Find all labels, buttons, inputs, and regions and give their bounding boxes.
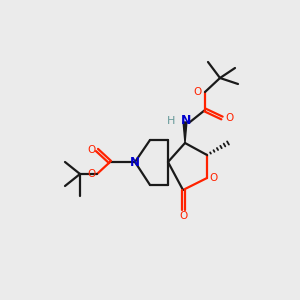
Text: O: O [179, 211, 187, 221]
Text: O: O [87, 169, 95, 179]
Text: O: O [225, 113, 233, 123]
Polygon shape [183, 122, 187, 143]
Text: N: N [181, 115, 191, 128]
Text: N: N [130, 155, 140, 169]
Text: O: O [210, 173, 218, 183]
Text: O: O [87, 145, 95, 155]
Text: H: H [167, 116, 175, 126]
Text: O: O [194, 87, 202, 97]
